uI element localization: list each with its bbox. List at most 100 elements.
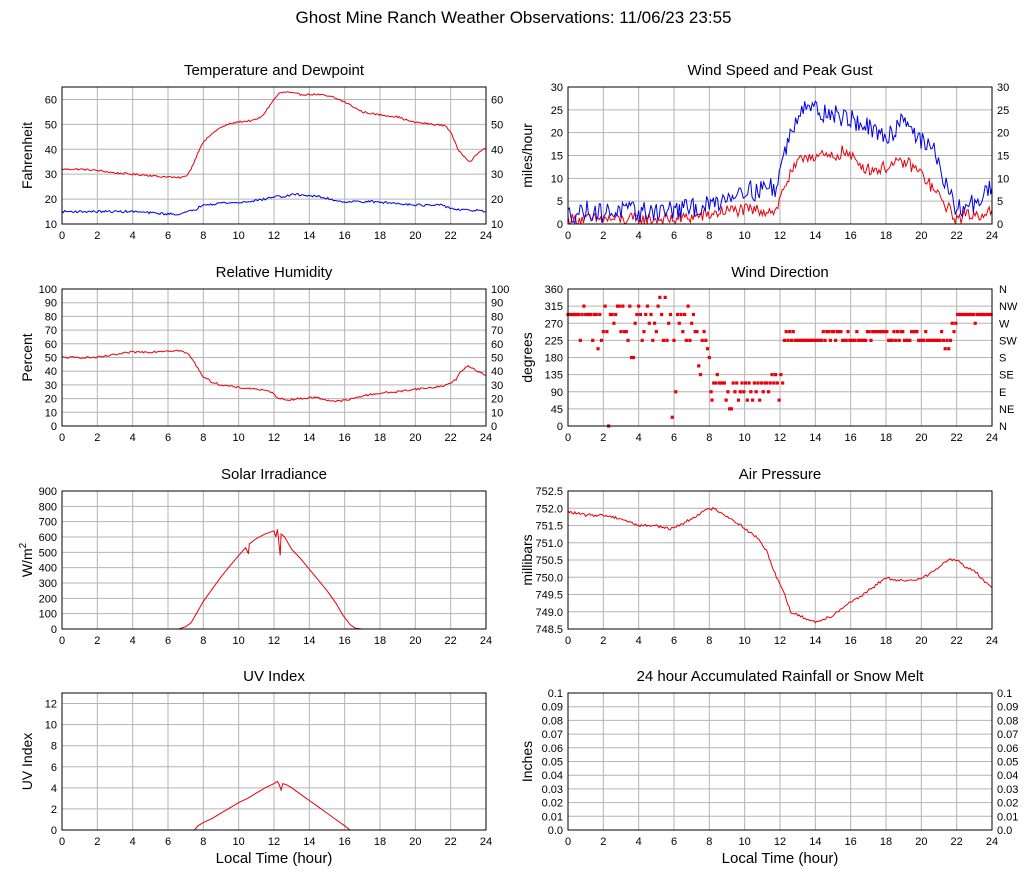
y-tick-label: 0 [51, 825, 57, 837]
data-point [842, 338, 847, 342]
x-tick-label: 6 [671, 432, 677, 444]
data-point [837, 330, 841, 334]
data-point [624, 330, 628, 334]
x-tick-label: 22 [445, 432, 457, 444]
data-point [585, 312, 590, 317]
x-tick-label: 22 [951, 836, 963, 848]
data-point [660, 312, 664, 317]
y-tick-label-right: 80 [491, 311, 503, 323]
y-tick-label: 225 [545, 335, 563, 347]
data-point [941, 338, 946, 342]
x-tick-label: 20 [409, 230, 421, 242]
data-point [973, 321, 977, 325]
data-point [897, 338, 901, 342]
y-tick-label-right: 90 [491, 298, 503, 310]
x-tick-label: 4 [130, 635, 136, 647]
y-tick-label: 750.5 [535, 555, 563, 567]
data-point [717, 381, 721, 385]
y-tick-label: 50 [45, 353, 57, 365]
data-point [901, 330, 905, 334]
y-tick-label-right: 0.05 [997, 757, 1018, 769]
data-point [977, 312, 981, 317]
x-axis-label: Local Time (hour) [722, 850, 839, 867]
data-point [855, 330, 859, 334]
data-point [745, 398, 749, 402]
data-point [605, 330, 609, 334]
data-point [728, 407, 732, 411]
y-tick-label-right: 30 [997, 82, 1009, 94]
data-point [839, 330, 843, 334]
data-point [789, 338, 794, 342]
x-tick-label: 18 [374, 432, 386, 444]
y-tick-label-right: 0 [491, 421, 497, 433]
y-tick-label: 12 [45, 699, 57, 711]
data-point [968, 312, 972, 317]
y-tick-label: 180 [545, 353, 563, 365]
y-tick-label: 40 [45, 366, 57, 378]
data-point [959, 312, 963, 317]
x-tick-label: 18 [880, 432, 892, 444]
data-point [874, 330, 878, 334]
y-tick-label-right: 20 [997, 128, 1009, 140]
data-point [667, 321, 671, 325]
y-tick-label-right: 0.1 [997, 688, 1012, 700]
data-point [899, 330, 903, 334]
x-tick-label: 16 [845, 635, 857, 647]
y-tick-label: 10 [45, 720, 57, 732]
data-point [980, 312, 984, 317]
data-point [860, 338, 864, 342]
x-tick-label: 0 [565, 635, 571, 647]
data-point [621, 304, 625, 308]
x-tick-label: 2 [600, 230, 606, 242]
data-point [651, 338, 655, 342]
x-tick-label: 22 [951, 635, 963, 647]
y-tick-label: 60 [45, 94, 57, 106]
data-point [683, 312, 687, 317]
y-tick-label: 100 [39, 284, 57, 296]
data-point [731, 381, 735, 385]
x-tick-label: 4 [130, 432, 136, 444]
y-tick-label-right: 25 [997, 105, 1009, 117]
data-point [876, 330, 880, 334]
y-axis-label: Percent [19, 333, 35, 381]
data-point [738, 390, 742, 394]
data-point [573, 312, 577, 317]
y-tick-label-right: 30 [491, 169, 503, 181]
data-point [911, 330, 915, 334]
data-point [821, 330, 825, 334]
data-point [705, 347, 710, 351]
data-point [577, 312, 581, 317]
data-point [619, 330, 623, 334]
x-tick-label: 12 [268, 230, 280, 242]
data-point [950, 321, 954, 325]
data-point [782, 338, 787, 342]
data-point [841, 338, 845, 342]
data-point [961, 312, 965, 317]
data-point [715, 373, 719, 377]
x-tick-label: 2 [600, 635, 606, 647]
data-point [871, 330, 875, 334]
y-tick-label: 0 [557, 421, 563, 433]
data-point [719, 381, 723, 385]
data-point [936, 338, 940, 342]
data-point [964, 312, 968, 317]
plot-frame [61, 86, 487, 225]
y-tick-label: 0 [557, 219, 563, 231]
x-tick-label: 18 [880, 635, 892, 647]
data-point [800, 338, 804, 342]
y-tick-label-right: 60 [491, 94, 503, 106]
x-tick-label: 4 [130, 836, 136, 848]
data-point [796, 338, 801, 342]
y-tick-label: 80 [45, 311, 57, 323]
plot-frame [567, 692, 993, 831]
y-tick-label: 752.5 [535, 486, 563, 498]
data-point [858, 338, 862, 342]
data-point [906, 338, 910, 342]
y-tick-label-right: 10 [491, 219, 503, 231]
data-point [758, 398, 762, 402]
x-tick-label: 24 [986, 432, 998, 444]
y-tick-label: 700 [39, 517, 57, 529]
